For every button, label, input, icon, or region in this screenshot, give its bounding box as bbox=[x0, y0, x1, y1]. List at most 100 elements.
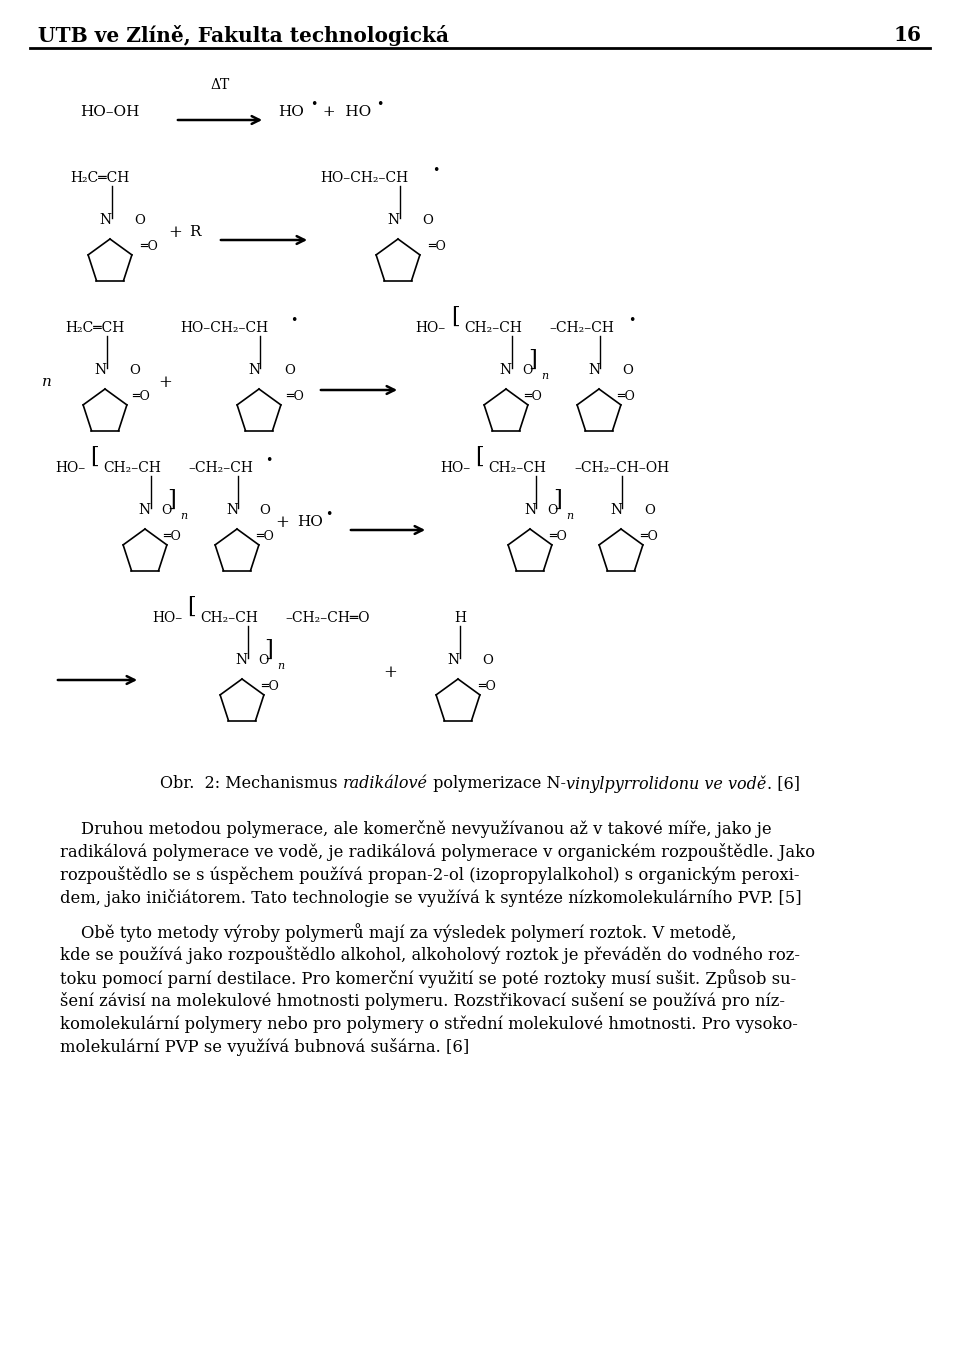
Text: ═O: ═O bbox=[132, 389, 150, 403]
Text: O: O bbox=[284, 363, 296, 377]
Text: radikálové: radikálové bbox=[343, 775, 428, 792]
Text: n: n bbox=[42, 375, 52, 389]
Text: ═O: ═O bbox=[524, 389, 541, 403]
Text: n: n bbox=[277, 660, 284, 671]
Text: dem, jako iničiátorem. Tato technologie se využívá k syntéze nízkomolekulárního : dem, jako iničiátorem. Tato technologie … bbox=[60, 889, 802, 907]
Text: –CH₂–CH: –CH₂–CH bbox=[549, 321, 613, 336]
Text: molekulární PVP se využívá bubnová sušárna. [6]: molekulární PVP se využívá bubnová sušár… bbox=[60, 1038, 469, 1056]
Text: [: [ bbox=[475, 447, 484, 469]
Text: UTB ve Zlíně, Fakulta technologická: UTB ve Zlíně, Fakulta technologická bbox=[38, 25, 449, 47]
Text: polymerizace N-: polymerizace N- bbox=[428, 775, 566, 792]
Text: R: R bbox=[189, 225, 201, 238]
Text: ]: ] bbox=[264, 638, 273, 660]
Text: Obě tyto metody výroby polymerů mají za výsledek polymerí roztok. V metodě,: Obě tyto metody výroby polymerů mají za … bbox=[60, 923, 736, 943]
Text: ═O: ═O bbox=[428, 240, 445, 252]
Text: [: [ bbox=[451, 306, 460, 327]
Text: N: N bbox=[226, 503, 238, 516]
Text: N: N bbox=[588, 363, 600, 377]
Text: O: O bbox=[258, 653, 269, 666]
Text: ΔT: ΔT bbox=[210, 78, 229, 92]
Text: O: O bbox=[483, 653, 493, 666]
Text: •: • bbox=[310, 97, 318, 111]
Text: toku pomocí parní destilace. Pro komerční využití se poté roztoky musí sušit. Zp: toku pomocí parní destilace. Pro komerčn… bbox=[60, 970, 796, 988]
Text: vinylpyrrolidonu ve vodě: vinylpyrrolidonu ve vodě bbox=[566, 775, 767, 792]
Text: O: O bbox=[522, 363, 533, 377]
Text: . [6]: . [6] bbox=[767, 775, 800, 792]
Text: H₂C═CH: H₂C═CH bbox=[65, 321, 125, 336]
Text: +: + bbox=[276, 514, 289, 530]
Text: ═O: ═O bbox=[478, 680, 496, 692]
Text: •: • bbox=[628, 314, 636, 327]
Text: ═O: ═O bbox=[140, 240, 157, 252]
Text: •: • bbox=[432, 164, 440, 177]
Text: [: [ bbox=[187, 596, 196, 618]
Text: HO–CH₂–CH: HO–CH₂–CH bbox=[180, 321, 268, 336]
Text: N: N bbox=[447, 653, 459, 667]
Text: O: O bbox=[644, 504, 656, 516]
Text: O: O bbox=[134, 214, 145, 226]
Text: O: O bbox=[161, 504, 172, 516]
Text: HO–CH₂–CH: HO–CH₂–CH bbox=[320, 171, 408, 185]
Text: n: n bbox=[180, 511, 187, 521]
Text: ═O: ═O bbox=[549, 529, 566, 543]
Text: +: + bbox=[158, 374, 172, 390]
Text: [: [ bbox=[90, 447, 99, 469]
Text: •: • bbox=[376, 97, 383, 111]
Text: Druhou metodou polymerace, ale komerčně nevyužívanou až v takové míře, jako je: Druhou metodou polymerace, ale komerčně … bbox=[60, 821, 772, 838]
Text: N: N bbox=[387, 212, 399, 227]
Text: O: O bbox=[422, 214, 433, 226]
Text: CH₂–CH: CH₂–CH bbox=[200, 611, 258, 625]
Text: N: N bbox=[99, 212, 111, 227]
Text: –CH₂–CH–OH: –CH₂–CH–OH bbox=[574, 460, 669, 475]
Text: HO–OH: HO–OH bbox=[80, 105, 139, 119]
Text: N: N bbox=[235, 653, 247, 667]
Text: ═O: ═O bbox=[256, 529, 274, 543]
Text: ═O: ═O bbox=[617, 389, 635, 403]
Text: HO: HO bbox=[297, 515, 323, 529]
Text: CH₂–CH: CH₂–CH bbox=[103, 460, 161, 475]
Text: HO–: HO– bbox=[152, 611, 182, 625]
Text: H₂C═CH: H₂C═CH bbox=[70, 171, 130, 185]
Text: •: • bbox=[265, 453, 273, 467]
Text: Obr.  2: Mechanismus: Obr. 2: Mechanismus bbox=[160, 775, 343, 792]
Text: HO–: HO– bbox=[415, 321, 445, 336]
Text: N: N bbox=[499, 363, 511, 377]
Text: N: N bbox=[524, 503, 536, 516]
Text: –CH₂–CH═O: –CH₂–CH═O bbox=[285, 611, 370, 625]
Text: N: N bbox=[94, 363, 106, 377]
Text: N: N bbox=[248, 363, 260, 377]
Text: HO–: HO– bbox=[55, 460, 85, 475]
Text: ═O: ═O bbox=[261, 680, 278, 692]
Text: n: n bbox=[541, 371, 548, 381]
Text: –CH₂–CH: –CH₂–CH bbox=[188, 460, 252, 475]
Text: kde se používá jako rozpouštědlo alkohol, alkoholový roztok je převáděn do vodné: kde se používá jako rozpouštědlo alkohol… bbox=[60, 947, 800, 964]
Text: šení závisí na molekulové hmotnosti polymeru. Rozstřikovací sušení se používá pr: šení závisí na molekulové hmotnosti poly… bbox=[60, 992, 785, 1011]
Text: •: • bbox=[325, 507, 332, 521]
Text: radikálová polymerace ve vodě, je radikálová polymerace v organickém rozpouštědl: radikálová polymerace ve vodě, je radiká… bbox=[60, 843, 815, 860]
Text: HO–: HO– bbox=[440, 460, 470, 475]
Text: +: + bbox=[168, 223, 182, 241]
Text: ═O: ═O bbox=[640, 529, 658, 543]
Text: +  HO: + HO bbox=[318, 105, 372, 119]
Text: N: N bbox=[610, 503, 622, 516]
Text: O: O bbox=[623, 363, 634, 377]
Text: H: H bbox=[454, 611, 466, 625]
Text: N: N bbox=[138, 503, 150, 516]
Text: O: O bbox=[130, 363, 140, 377]
Text: komolekulární polymery nebo pro polymery o střední molekulové hmotnosti. Pro vys: komolekulární polymery nebo pro polymery… bbox=[60, 1015, 798, 1033]
Text: 16: 16 bbox=[894, 25, 922, 45]
Text: rozpouštědlo se s úspěchem používá propan-2-ol (izopropylalkohol) s organickým p: rozpouštědlo se s úspěchem používá propa… bbox=[60, 866, 800, 884]
Text: HO: HO bbox=[278, 105, 304, 119]
Text: ═O: ═O bbox=[286, 389, 304, 403]
Text: +: + bbox=[383, 663, 396, 681]
Text: •: • bbox=[290, 314, 298, 327]
Text: O: O bbox=[547, 504, 558, 516]
Text: ═O: ═O bbox=[163, 529, 180, 543]
Text: ]: ] bbox=[553, 489, 562, 511]
Text: O: O bbox=[259, 504, 271, 516]
Text: ]: ] bbox=[167, 489, 176, 511]
Text: ]: ] bbox=[528, 349, 537, 371]
Text: CH₂–CH: CH₂–CH bbox=[464, 321, 522, 336]
Text: n: n bbox=[566, 511, 573, 521]
Text: CH₂–CH: CH₂–CH bbox=[488, 460, 546, 475]
